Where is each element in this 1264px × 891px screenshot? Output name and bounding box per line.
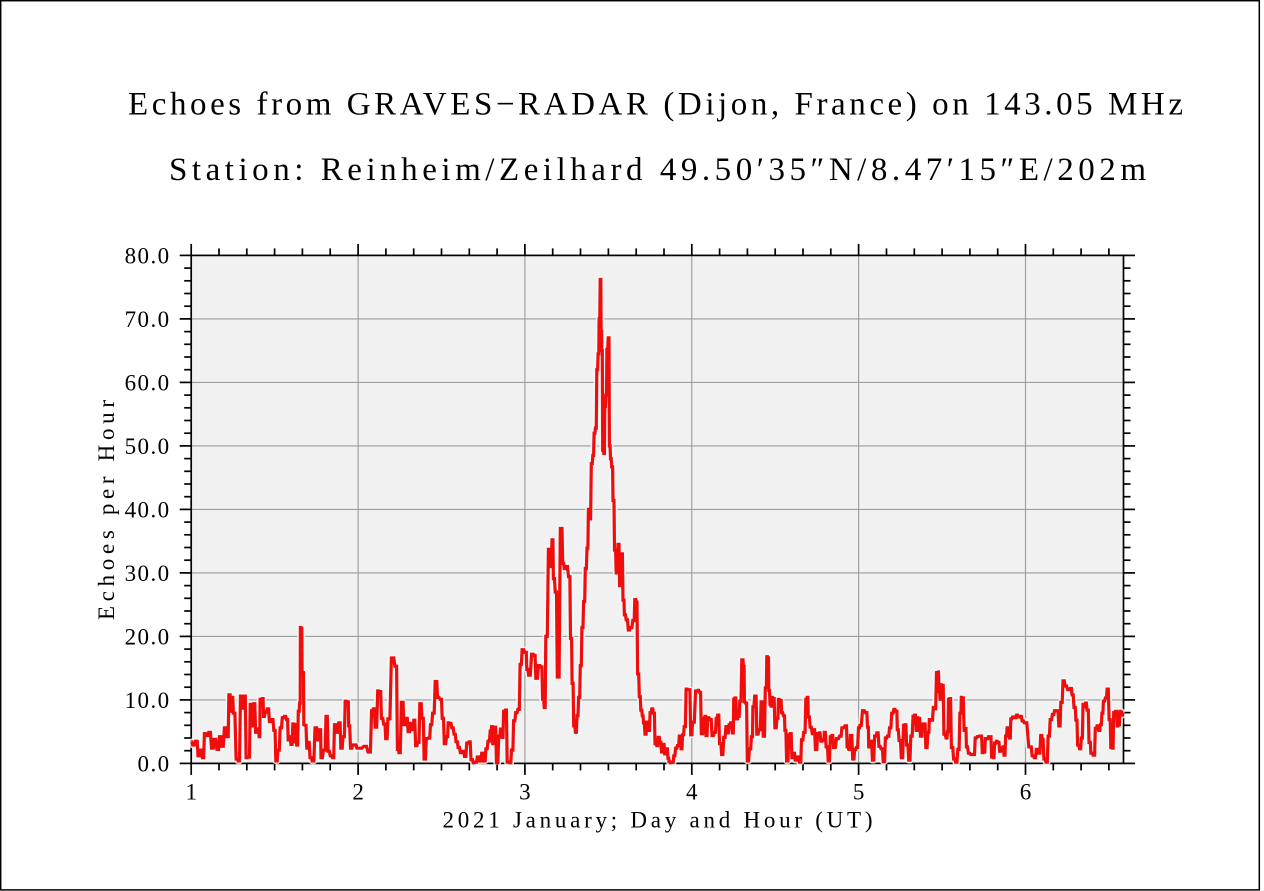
svg-text:6: 6	[1020, 780, 1032, 805]
svg-text:40.0: 40.0	[125, 497, 171, 522]
svg-text:Echoes from GRAVES−RADAR (Dijo: Echoes from GRAVES−RADAR (Dijon, France)…	[128, 87, 1183, 123]
svg-text:20.0: 20.0	[125, 624, 171, 649]
svg-text:5: 5	[853, 780, 865, 805]
svg-text:50.0: 50.0	[125, 434, 171, 459]
svg-text:Echoes per Hour: Echoes per Hour	[94, 400, 119, 620]
svg-text:1: 1	[185, 780, 197, 805]
svg-text:70.0: 70.0	[125, 307, 171, 332]
svg-text:10.0: 10.0	[125, 688, 171, 713]
svg-text:0.0: 0.0	[138, 751, 171, 776]
svg-text:80.0: 80.0	[125, 243, 171, 268]
svg-text:30.0: 30.0	[125, 561, 171, 586]
svg-text:4: 4	[686, 780, 698, 805]
svg-text:2: 2	[352, 780, 364, 805]
svg-text:2021 January; Day and Hour (UT: 2021 January; Day and Hour (UT)	[443, 808, 873, 833]
svg-text:60.0: 60.0	[125, 370, 171, 395]
svg-text:3: 3	[519, 780, 531, 805]
